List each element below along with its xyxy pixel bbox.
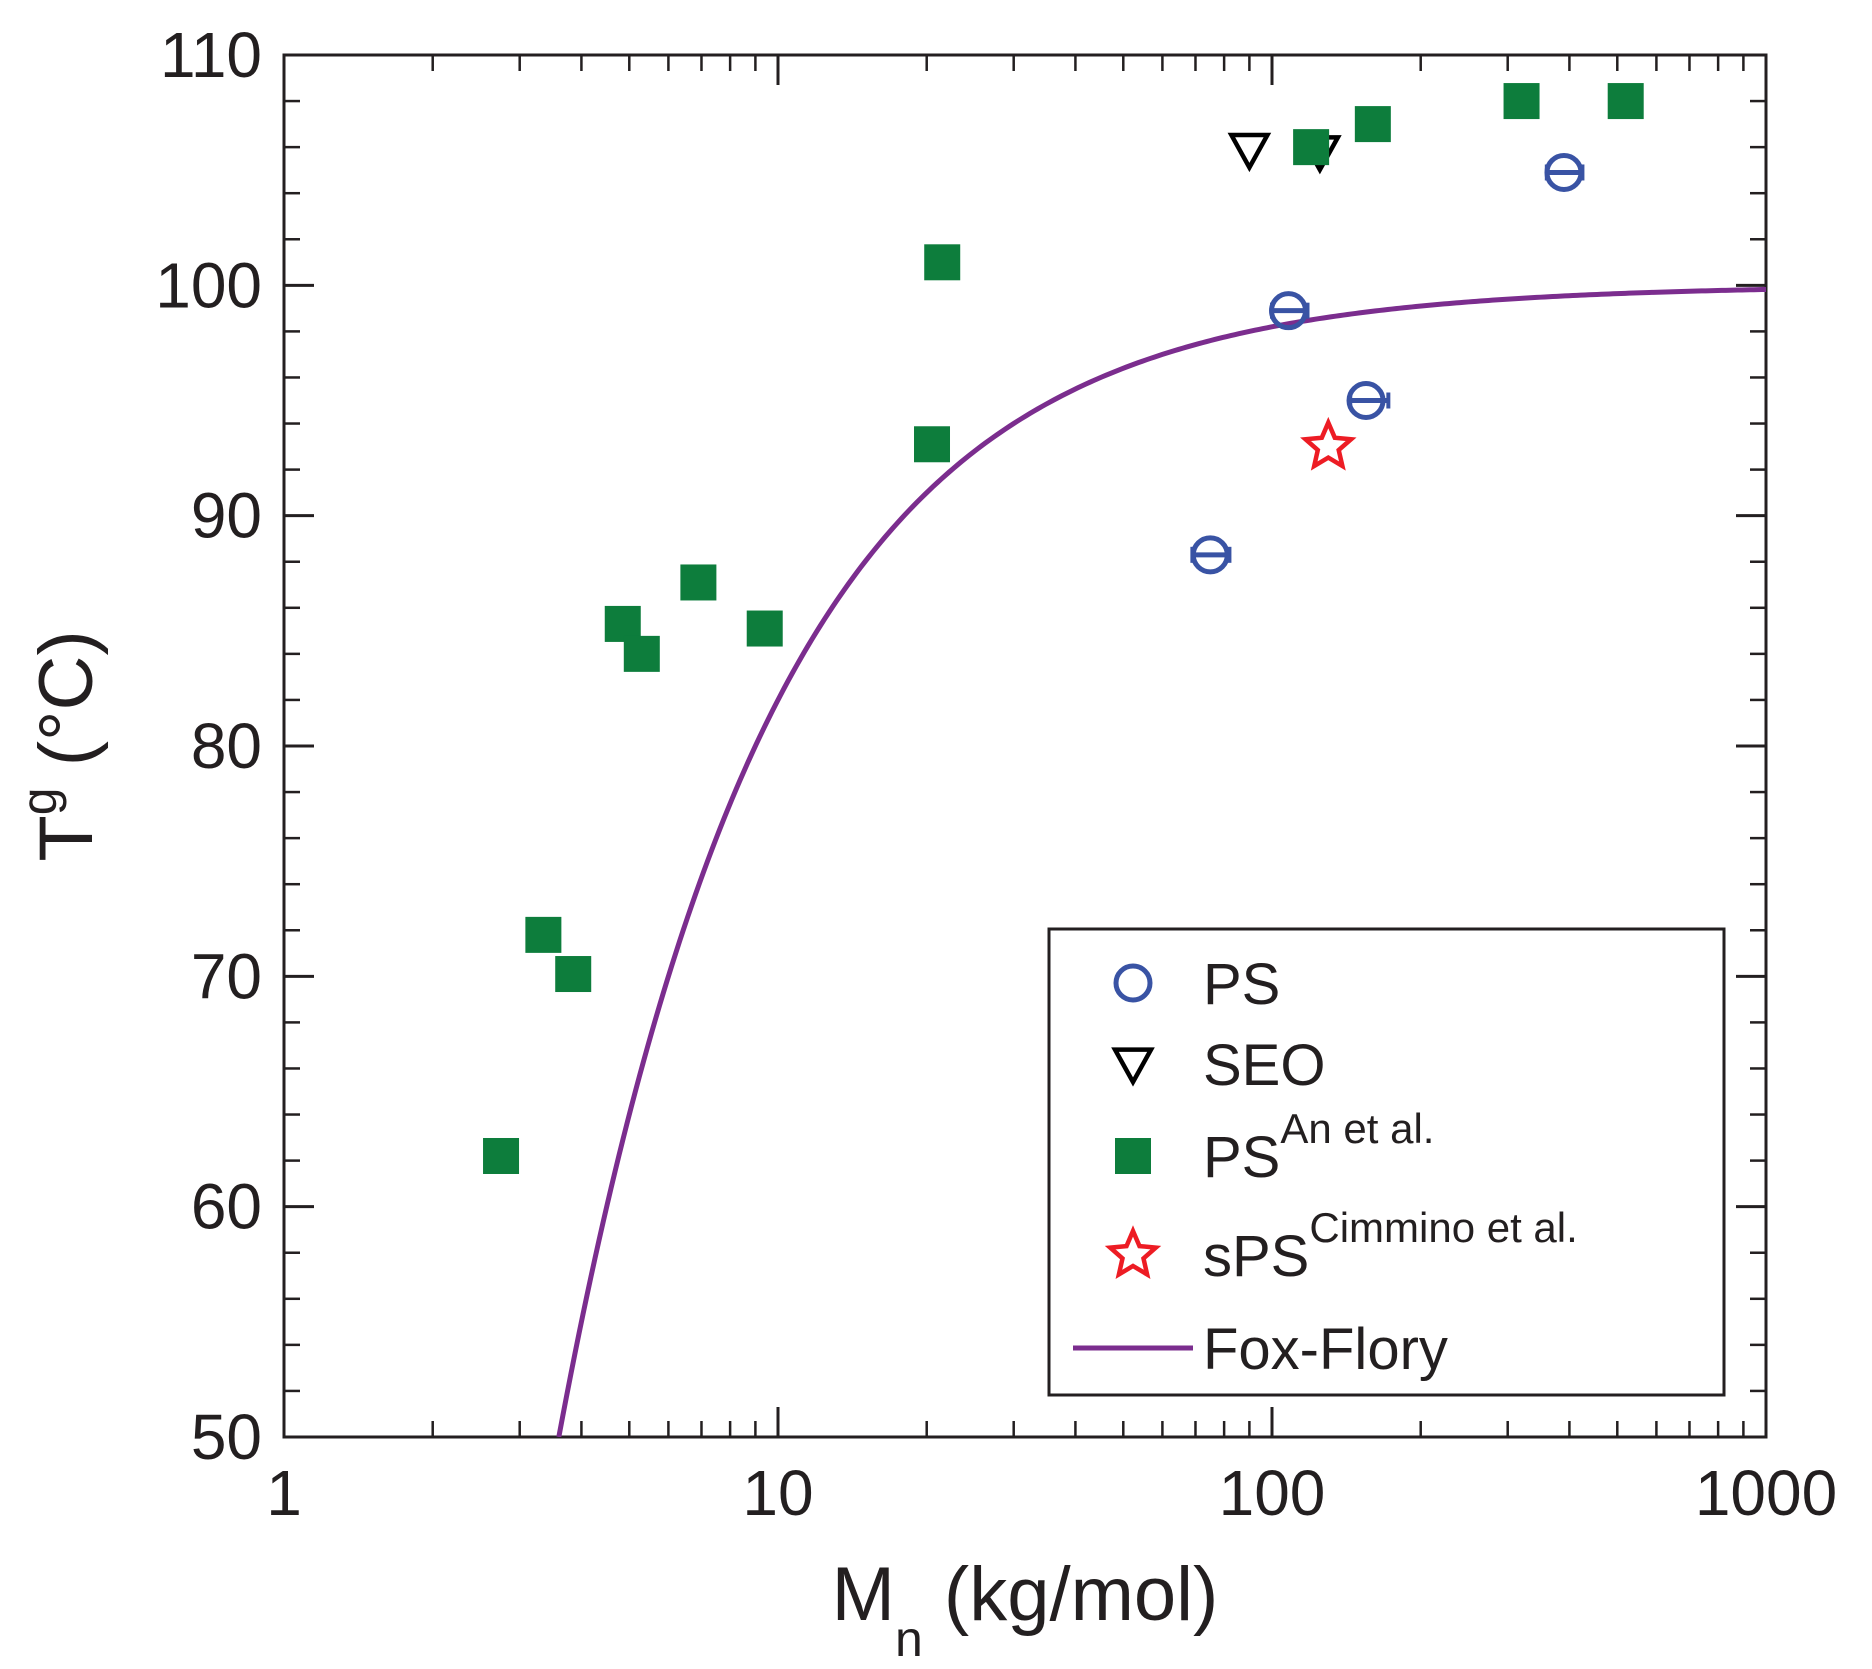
ps-point	[1269, 291, 1309, 331]
y-axis-title-sub: g	[11, 787, 67, 815]
fox-flory-curve	[556, 286, 1766, 1437]
legend-label-ps: PS	[1203, 952, 1280, 1017]
ps-point	[1346, 381, 1386, 420]
sps-point	[1300, 416, 1357, 471]
y-tick-label: 90	[191, 480, 262, 552]
legend-swatch-ps	[1113, 963, 1153, 1003]
legend-swatch-ps-an	[1115, 1138, 1151, 1174]
x-axis-title-sub: n	[895, 1611, 923, 1664]
x-axis-title: Mn (kg/mol)	[832, 1552, 1219, 1664]
x-tick-label: 100	[1219, 1457, 1326, 1529]
legend-label-text: PS	[1203, 1125, 1280, 1190]
legend-label-foxflory: Fox-Flory	[1203, 1317, 1448, 1382]
y-tick-label: 70	[191, 940, 262, 1012]
legend-label-text: SEO	[1203, 1033, 1326, 1098]
x-axis-title-rest: (kg/mol)	[923, 1552, 1219, 1637]
legend-label-text: PS	[1203, 952, 1280, 1017]
y-tick-label: 110	[160, 19, 262, 91]
ps-an-point	[623, 635, 660, 672]
ps-an-point	[746, 610, 783, 647]
ps-an-point	[924, 244, 961, 281]
ps-an-point	[483, 1137, 520, 1174]
legend-label-superscript: Cimmino et al.	[1309, 1204, 1577, 1251]
y-tick-label: 80	[191, 710, 262, 782]
x-tick-label: 10	[742, 1457, 813, 1529]
legend-label-superscript: An et al.	[1280, 1105, 1434, 1152]
legend-label-sps: sPSCimmino et al.	[1203, 1204, 1578, 1289]
legend-label-text: Fox-Flory	[1203, 1317, 1448, 1382]
legend-box	[1047, 927, 1726, 1397]
legend-label-ps-an: PSAn et al.	[1203, 1105, 1434, 1190]
legend-label-text: sPS	[1203, 1224, 1309, 1289]
ps-an-point	[1354, 106, 1391, 143]
x-tick-label: 1000	[1695, 1457, 1837, 1529]
ps-point	[1544, 152, 1584, 192]
legend-swatch-sps	[1104, 1225, 1162, 1280]
y-tick-label: 50	[191, 1401, 262, 1473]
ps-an-point	[914, 426, 951, 463]
x-tick-label: 1	[266, 1457, 302, 1529]
y-axis-title-main: T	[24, 815, 109, 861]
y-tick-label: 60	[191, 1171, 262, 1243]
seo-point	[1227, 132, 1272, 173]
ps-point	[1190, 535, 1230, 575]
ps-an-point	[525, 916, 562, 953]
ps-an-point	[680, 564, 717, 601]
ps-an-point	[1607, 83, 1644, 120]
y-axis-title-rest: (°C)	[24, 630, 109, 787]
ps-an-point	[1293, 129, 1330, 166]
legend-swatch-seo	[1111, 1047, 1155, 1087]
ps-an-point	[1503, 83, 1540, 120]
x-axis-title-main: M	[832, 1552, 895, 1637]
legend-label-seo: SEO	[1203, 1033, 1326, 1098]
y-tick-label: 100	[155, 249, 262, 321]
y-axis-title: Tg (°C)	[11, 630, 109, 861]
ps-an-point	[555, 956, 592, 993]
